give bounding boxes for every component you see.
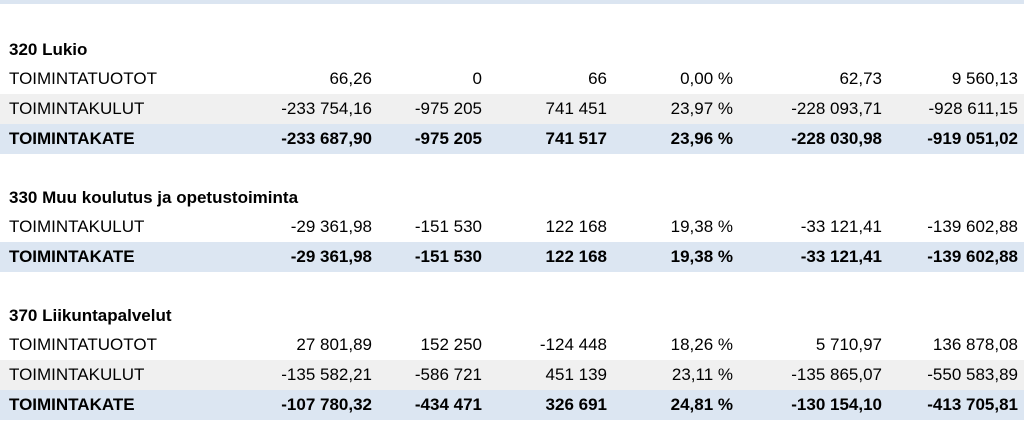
row-label: TOIMINTAKULUT	[9, 217, 145, 236]
value-cell: 27 801,89	[296, 335, 372, 354]
value-cell: -33 121,41	[800, 247, 882, 266]
section-title: 320 Lukio	[9, 40, 88, 59]
value-cell: 122 168	[545, 247, 607, 266]
value-cell: 23,11 %	[671, 365, 733, 384]
value-cell: -975 205	[414, 99, 482, 118]
value-cell: -975 205	[414, 129, 482, 148]
value-cell: 0,00 %	[680, 69, 733, 88]
value-cell: -107 780,32	[281, 395, 372, 414]
value-cell: -139 602,88	[927, 247, 1018, 266]
table-row: TOIMINTAKULUT -233 754,16 -975 205 741 4…	[0, 94, 1024, 124]
total-row: TOIMINTAKATE -29 361,98 -151 530 122 168…	[0, 242, 1024, 272]
value-cell: 19,38 %	[670, 217, 733, 236]
row-label: TOIMINTAKATE	[9, 395, 135, 414]
row-label: TOIMINTAKATE	[9, 129, 135, 148]
value-cell: 741 517	[545, 129, 607, 148]
value-cell: 23,96 %	[670, 129, 733, 148]
value-cell: 24,81 %	[670, 395, 733, 414]
value-cell: 136 878,08	[932, 335, 1018, 354]
value-cell: -139 602,88	[927, 217, 1018, 236]
value-cell: 62,73	[839, 69, 882, 88]
value-cell: -29 361,98	[290, 217, 372, 236]
value-cell: 0	[472, 69, 482, 88]
total-row: TOIMINTAKATE -233 687,90 -975 205 741 51…	[0, 124, 1024, 154]
value-cell: 66	[588, 69, 607, 88]
table-row: TOIMINTAKULUT -135 582,21 -586 721 451 1…	[0, 360, 1024, 390]
value-cell: -33 121,41	[800, 217, 882, 236]
section-title: 330 Muu koulutus ja opetustoiminta	[9, 188, 299, 207]
value-cell: -586 721	[414, 365, 482, 384]
table-row: TOIMINTATUOTOT 27 801,89 152 250 -124 44…	[0, 330, 1024, 360]
row-label: TOIMINTATUOTOT	[9, 335, 157, 354]
value-cell: 9 560,13	[951, 69, 1018, 88]
value-cell: -413 705,81	[927, 395, 1018, 414]
section-heading: 330 Muu koulutus ja opetustoiminta	[0, 183, 1024, 213]
value-cell: -29 361,98	[290, 247, 372, 266]
value-cell: -135 865,07	[791, 365, 882, 384]
value-cell: -928 611,15	[928, 99, 1018, 118]
value-cell: -434 471	[414, 395, 482, 414]
section-title: 370 Liikuntapalvelut	[9, 306, 172, 325]
table-row: TOIMINTATUOTOT 66,26 0 66 0,00 % 62,73 9…	[0, 64, 1024, 94]
row-label: TOIMINTAKATE	[9, 247, 135, 266]
value-cell: 18,26 %	[670, 335, 733, 354]
value-cell: 451 139	[545, 365, 607, 384]
section-heading: 370 Liikuntapalvelut	[0, 301, 1024, 331]
value-cell: -233 687,90	[281, 129, 372, 148]
row-label: TOIMINTAKULUT	[9, 365, 145, 384]
value-cell: -228 093,71	[791, 99, 882, 118]
value-cell: -233 754,16	[281, 99, 372, 118]
value-cell: 19,38 %	[670, 247, 733, 266]
value-cell: 23,97 %	[670, 99, 733, 118]
value-cell: -135 582,21	[281, 365, 372, 384]
value-cell: 326 691	[545, 395, 607, 414]
table-row: TOIMINTAKULUT -29 361,98 -151 530 122 16…	[0, 212, 1024, 242]
value-cell: -151 530	[414, 217, 482, 236]
row-label: TOIMINTATUOTOT	[9, 69, 157, 88]
value-cell: -130 154,10	[791, 395, 882, 414]
value-cell: 741 451	[545, 99, 607, 118]
value-cell: -919 051,02	[927, 129, 1018, 148]
value-cell: -124 448	[539, 335, 607, 354]
value-cell: 5 710,97	[815, 335, 882, 354]
section-heading: 320 Lukio	[0, 35, 1024, 65]
value-cell: 122 168	[545, 217, 607, 236]
total-row: TOIMINTAKATE -107 780,32 -434 471 326 69…	[0, 390, 1024, 420]
value-cell: -228 030,98	[791, 129, 882, 148]
value-cell: 66,26	[329, 69, 372, 88]
row-label: TOIMINTAKULUT	[9, 99, 145, 118]
value-cell: -550 583,89	[927, 365, 1018, 384]
top-border-strip	[0, 0, 1024, 4]
value-cell: -151 530	[414, 247, 482, 266]
value-cell: 152 250	[420, 335, 482, 354]
